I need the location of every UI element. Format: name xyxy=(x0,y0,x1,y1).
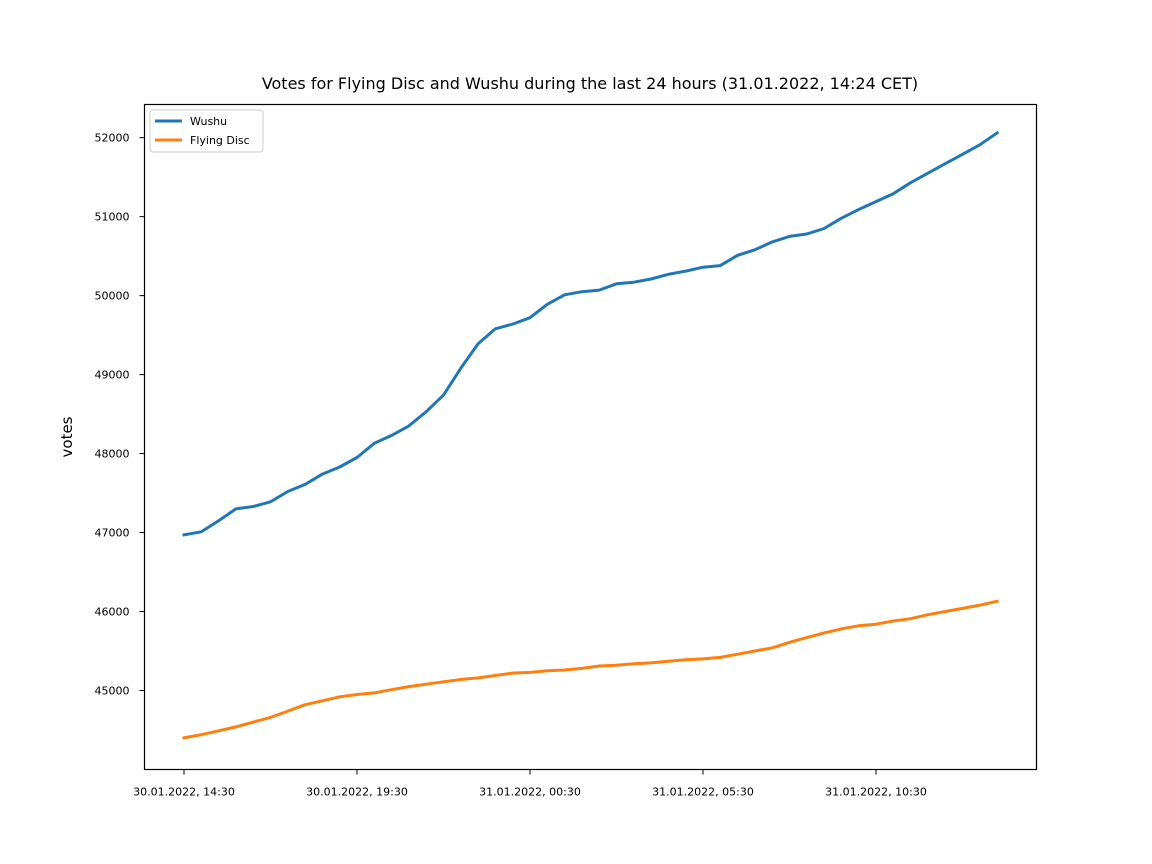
x-tick-label: 30.01.2022, 19:30 xyxy=(306,786,408,799)
legend: Wushu Flying Disc xyxy=(149,109,264,153)
series-line-flying-disc xyxy=(182,599,999,740)
y-tick-label: 51000 xyxy=(95,211,130,224)
x-tick-label: 31.01.2022, 00:30 xyxy=(479,786,581,799)
x-axis: 30.01.2022, 14:30 30.01.2022, 19:30 31.01.… xyxy=(133,769,927,799)
legend-label-flying-disc: Flying Disc xyxy=(190,134,250,147)
y-tick-label: 45000 xyxy=(95,685,130,698)
plot-area xyxy=(143,103,1038,771)
x-tick-label: 30.01.2022, 14:30 xyxy=(133,786,235,799)
y-axis: 45000 46000 47000 48000 49000 50000 51000 52000 xyxy=(95,132,145,698)
y-tick-label: 47000 xyxy=(95,527,130,540)
series-group xyxy=(182,130,1000,740)
x-tick-label: 31.01.2022, 10:30 xyxy=(825,786,927,799)
chart-title: Votes for Flying Disc and Wushu during t… xyxy=(262,74,918,93)
legend-label-wushu: Wushu xyxy=(190,115,227,128)
y-tick-label: 52000 xyxy=(95,132,130,145)
x-tick-label: 31.01.2022, 05:30 xyxy=(652,786,754,799)
y-tick-label: 48000 xyxy=(95,448,130,461)
y-tick-label: 50000 xyxy=(95,290,130,303)
y-axis-label: votes xyxy=(58,416,76,457)
series-line-wushu xyxy=(182,130,1000,537)
y-tick-label: 46000 xyxy=(95,606,130,619)
y-tick-label: 49000 xyxy=(95,369,130,382)
